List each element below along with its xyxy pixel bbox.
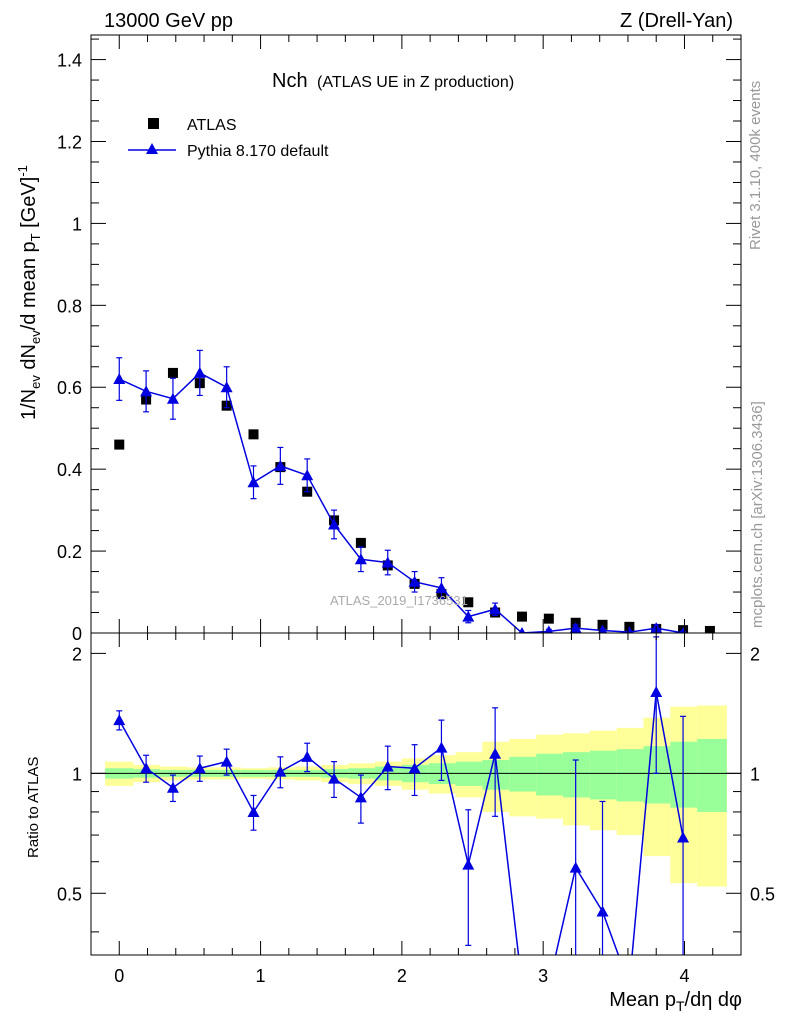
y-tick-label: 1 (72, 214, 82, 234)
ratio-data (113, 636, 690, 955)
atlas-point (248, 429, 259, 440)
atlas-point (543, 613, 554, 624)
atlas-point (355, 537, 366, 548)
plot-title-sub: (ATLAS UE in Z production) (317, 74, 514, 91)
stat-band-bin (589, 750, 617, 800)
ratio-frame (90, 632, 742, 956)
pythia-point (166, 392, 179, 404)
panel-frames: 0 1 2 3 4 0 0.2 0.4 0.6 0.8 1 1.2 1.4 0.5 0.5 1 1 2 2 (57, 34, 775, 986)
ratio-point (354, 791, 367, 803)
ratio-point (166, 781, 179, 793)
ratio-tick-label-left: 1 (72, 764, 82, 784)
atlas-point (114, 439, 125, 450)
pythia-line (118, 371, 684, 633)
ratio-tick-label-right: 0.5 (750, 884, 775, 904)
pythia-point (113, 373, 126, 385)
ratio-line (118, 691, 684, 955)
plot-title-main: Nch (272, 70, 308, 92)
ratio-point (247, 805, 260, 817)
ratio-point (301, 750, 314, 762)
ratio-point (140, 762, 153, 774)
pythia-point (435, 581, 448, 593)
main-data (113, 349, 715, 633)
x-axis-label: Mean pT/dη dφ (609, 989, 742, 1014)
stat-band-bin (509, 756, 537, 792)
legend-label-atlas: ATLAS (187, 117, 237, 134)
ratio-point (596, 905, 609, 917)
pythia-point (247, 476, 260, 488)
ratio-point (650, 685, 663, 697)
legend: ATLAS Pythia 8.170 default (128, 117, 329, 160)
ratio-tick-label-right: 2 (750, 644, 760, 664)
stat-band-bin (670, 741, 698, 808)
pythia-point (544, 625, 553, 633)
pythia-point (220, 381, 233, 393)
ratio-point (328, 772, 341, 784)
plot-title: Nch (ATLAS UE in Z production) (272, 70, 514, 92)
ratio-point (113, 714, 126, 726)
ratio-point (677, 831, 690, 843)
legend-marker-atlas (148, 118, 159, 129)
x-tick-label: 4 (679, 966, 689, 986)
stat-band-bin (697, 738, 727, 812)
legend-label-pythia: Pythia 8.170 default (187, 143, 329, 160)
main-ylabel: 1/Nev dNev/d mean pT [GeV]-1 (15, 165, 43, 420)
pythia-point (462, 610, 475, 622)
mcplots-label: mcplots.cern.ch [arXiv:1306.3436] (749, 401, 766, 628)
ratio-point (569, 861, 582, 873)
ratio-point (408, 762, 421, 774)
x-tick-label: 0 (114, 966, 124, 986)
pythia-point (381, 556, 394, 568)
ratio-point (489, 747, 502, 759)
ratio-point (274, 765, 287, 777)
ratio-tick-label-right: 1 (750, 764, 760, 784)
pythia-point (597, 624, 608, 633)
pythia-point (328, 518, 341, 530)
y-tick-label: 1.4 (57, 51, 82, 71)
analysis-watermark: ATLAS_2019_I1736531 (330, 593, 468, 608)
ratio-bands (105, 705, 727, 887)
x-tick-label: 2 (397, 966, 407, 986)
atlas-point (516, 611, 527, 622)
x-tick-label: 3 (538, 966, 548, 986)
pythia-point (489, 603, 502, 615)
ratio-point (193, 762, 206, 774)
pythia-point (408, 575, 421, 587)
y-tick-label: 0.6 (57, 378, 82, 398)
rivet-label: Rivet 3.1.10, 400k events (747, 81, 764, 250)
ratio-point (462, 858, 475, 870)
ratio-tick-label-left: 0.5 (57, 884, 82, 904)
pythia-point (301, 469, 314, 481)
legend-marker-pythia (146, 143, 158, 154)
pythia-point (140, 385, 153, 397)
stat-band-bin (536, 753, 563, 796)
x-tick-label: 1 (256, 966, 266, 986)
ratio-point (381, 760, 394, 772)
pythia-point (354, 553, 367, 565)
atlas-point (167, 367, 178, 378)
atlas-point (704, 625, 715, 633)
ratio-tick-label-left: 2 (72, 644, 82, 664)
pythia-point (193, 366, 206, 378)
pythia-point (274, 459, 287, 471)
pythia-point (569, 622, 582, 633)
y-tick-label: 0.8 (57, 296, 82, 316)
ratio-point (435, 741, 448, 753)
stat-band-bin (562, 752, 590, 798)
ratio-ylabel: Ratio to ATLAS (25, 757, 42, 858)
y-tick-label: 0.4 (57, 460, 82, 480)
pythia-point (518, 627, 526, 633)
stat-band-bin (616, 749, 644, 802)
header-energy: 13000 GeV pp (104, 10, 233, 32)
y-tick-label: 0 (72, 624, 82, 644)
ratio-point (220, 755, 233, 767)
y-tick-label: 0.2 (57, 542, 82, 562)
atlas-point (463, 597, 474, 608)
header-process: Z (Drell-Yan) (620, 10, 733, 32)
y-tick-label: 1.2 (57, 132, 82, 152)
